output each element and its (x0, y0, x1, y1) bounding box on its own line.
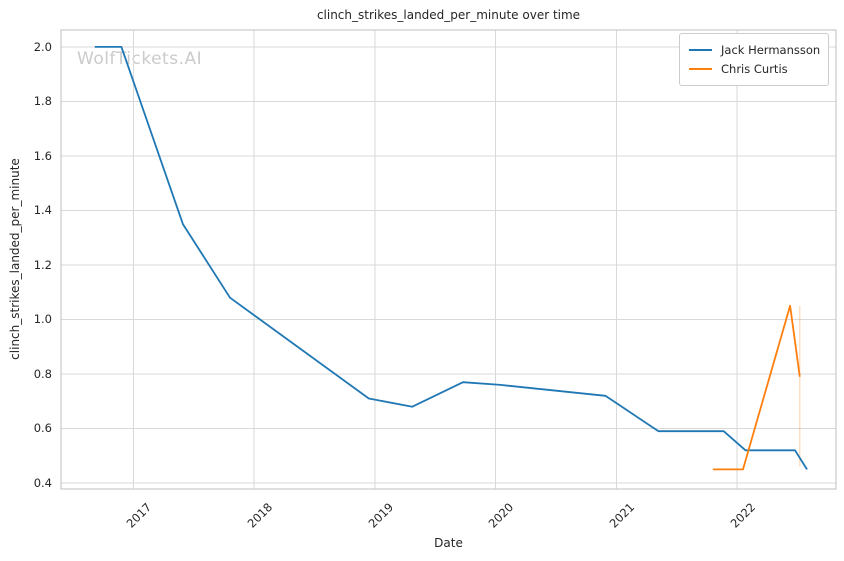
plot-border (60, 29, 837, 490)
legend-line-swatch (689, 48, 712, 51)
legend-label: Chris Curtis (721, 61, 788, 76)
y-tick-label: 0.8 (33, 366, 52, 381)
chart-title: clinch_strikes_landed_per_minute over ti… (316, 8, 581, 22)
legend-line-swatch (689, 67, 712, 70)
y-tick-label: 2.0 (33, 39, 52, 54)
legend-item-chris-curtis: Chris Curtis (689, 59, 819, 78)
y-tick-label: 1.6 (33, 148, 52, 163)
y-tick-label: 1.4 (33, 203, 52, 218)
legend-label: Jack Hermansson (721, 42, 821, 57)
y-tick-label: 1.0 (33, 312, 52, 327)
y-tick-label: 0.6 (33, 421, 52, 436)
y-tick-label: 1.8 (33, 94, 52, 109)
y-tick-label: 0.4 (33, 476, 52, 490)
legend: Jack Hermansson Chris Curtis (679, 33, 829, 86)
legend-item-jack-hermansson: Jack Hermansson (689, 40, 821, 59)
watermark: WolfTickets.AI (77, 49, 203, 69)
series-line-chris-curtis (712, 304, 801, 471)
series-line-jack-hermansson (94, 46, 808, 470)
x-axis-label: Date (434, 536, 463, 550)
y-tick-label: 1.2 (33, 257, 52, 272)
